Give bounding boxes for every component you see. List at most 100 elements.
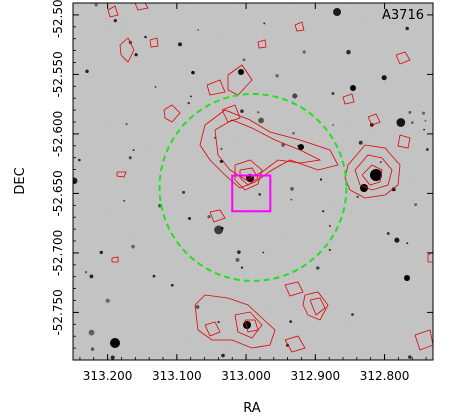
star xyxy=(220,147,223,150)
bcg-box xyxy=(231,174,272,213)
x-tick-label-0: 313.200 xyxy=(83,369,133,383)
star xyxy=(84,271,88,274)
contour-33 xyxy=(111,256,119,263)
star xyxy=(396,118,406,127)
contour-25 xyxy=(244,319,259,333)
star xyxy=(391,187,396,192)
contour-20 xyxy=(284,281,304,297)
contour-10 xyxy=(119,37,135,63)
cluster-circle xyxy=(158,92,348,282)
contour-19 xyxy=(116,171,127,178)
star xyxy=(426,148,429,151)
star xyxy=(113,19,117,23)
x-tick-label-4: 312.800 xyxy=(360,369,410,383)
bright-star xyxy=(298,144,304,150)
star xyxy=(105,298,110,303)
star xyxy=(94,3,98,7)
star xyxy=(242,58,246,62)
bright-star xyxy=(404,275,410,281)
y-axis-label: DEC xyxy=(13,167,28,194)
star xyxy=(302,50,306,54)
contour-3 xyxy=(239,167,259,186)
ticks-layer: 313.200 313.100 313.000 312.900 312.800 -52.5… xyxy=(51,0,433,383)
star xyxy=(188,217,191,220)
star xyxy=(89,274,94,279)
contour-6 xyxy=(221,104,241,123)
star xyxy=(332,124,335,127)
contour-17 xyxy=(367,113,381,126)
contour-26 xyxy=(204,321,221,337)
star xyxy=(187,101,190,105)
bright-star xyxy=(243,321,251,329)
contour-16 xyxy=(342,93,355,105)
star xyxy=(328,224,331,227)
star xyxy=(258,117,264,124)
star xyxy=(240,109,244,113)
y-tick-label-4: -52.700 xyxy=(51,230,65,276)
star xyxy=(379,160,382,164)
star xyxy=(144,35,147,39)
star xyxy=(346,49,351,55)
y-tick-label-2: -52.600 xyxy=(51,111,65,157)
star xyxy=(99,250,104,255)
contour-24 xyxy=(234,311,263,339)
star xyxy=(331,91,335,96)
star xyxy=(319,178,323,181)
contour-28 xyxy=(414,329,433,351)
star xyxy=(356,195,359,199)
star xyxy=(125,122,128,126)
contour-14 xyxy=(395,51,411,65)
star xyxy=(221,353,225,358)
contour-22 xyxy=(309,297,326,316)
contour-5 xyxy=(206,79,226,96)
star xyxy=(237,250,241,254)
star xyxy=(128,156,132,160)
contour-31 xyxy=(294,21,305,32)
star xyxy=(292,131,295,135)
star xyxy=(410,121,414,124)
star xyxy=(421,111,426,115)
contour-12 xyxy=(134,3,149,11)
contour-32 xyxy=(149,37,159,48)
contour-7 xyxy=(344,144,401,199)
bright-star xyxy=(350,85,356,91)
contour-27 xyxy=(284,335,306,353)
x-tick-label-1: 313.100 xyxy=(152,369,202,383)
star xyxy=(292,93,298,99)
star xyxy=(88,329,95,336)
star xyxy=(132,149,135,152)
y-tick-label-0: -52.500 xyxy=(51,0,65,38)
star xyxy=(197,29,199,31)
star xyxy=(85,69,89,74)
star xyxy=(405,26,409,31)
star xyxy=(110,355,115,360)
star xyxy=(190,95,192,98)
star xyxy=(262,251,265,254)
star xyxy=(394,237,400,243)
star xyxy=(358,140,363,145)
star xyxy=(217,320,220,324)
bright-star xyxy=(110,338,120,348)
star xyxy=(77,158,81,162)
star xyxy=(214,225,224,235)
star xyxy=(152,274,156,278)
star xyxy=(257,111,260,114)
star xyxy=(220,226,224,230)
cluster-label: A3716 xyxy=(382,8,424,23)
plot-area: 313.200 313.100 313.000 312.900 312.800 -52.5… xyxy=(51,0,434,383)
star xyxy=(182,190,186,194)
y-tick-label-5: -52.750 xyxy=(51,289,65,335)
contour-1 xyxy=(214,119,322,181)
star xyxy=(406,242,409,245)
contour-21 xyxy=(302,291,329,321)
star xyxy=(316,266,320,270)
contour-11 xyxy=(107,5,119,18)
star xyxy=(154,85,157,88)
star xyxy=(424,119,427,122)
contour-15 xyxy=(397,134,411,149)
star xyxy=(131,244,135,249)
star xyxy=(351,313,354,316)
y-tick-label-3: -52.650 xyxy=(51,170,65,216)
star xyxy=(123,199,126,202)
